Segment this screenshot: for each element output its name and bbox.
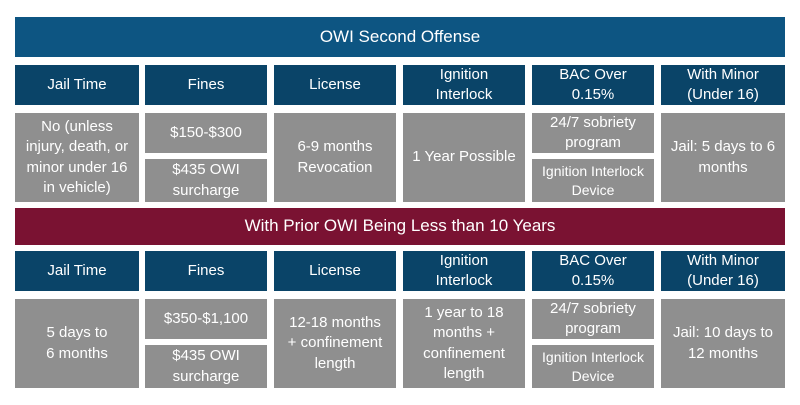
cell-with-minor: Jail: 10 days to 12 months — [661, 299, 785, 388]
cell-fines-range: $350-$1,100 — [145, 299, 267, 339]
header-with-minor: With Minor (Under 16) — [661, 251, 785, 291]
cell-jail-time: No (unless injury, death, or minor under… — [15, 113, 139, 202]
header-jail-time: Jail Time — [15, 251, 139, 291]
cell-ignition-interlock: 1 Year Possible — [403, 113, 525, 202]
cell-license: 12-18 months + confinement length — [274, 299, 396, 388]
cell-ignition-interlock: 1 year to 18 months + confinement length — [403, 299, 525, 388]
cell-bac-sobriety-program: 24/7 sobriety program — [532, 113, 654, 153]
cell-with-minor: Jail: 5 days to 6 months — [661, 113, 785, 202]
header-license: License — [274, 65, 396, 105]
cell-bac-interlock-device: Ignition Interlock Device — [532, 159, 654, 202]
header-ignition-interlock: Ignition Interlock — [403, 65, 525, 105]
header-ignition-interlock: Ignition Interlock — [403, 251, 525, 291]
cell-bac-sobriety-program: 24/7 sobriety program — [532, 299, 654, 339]
cell-fines-surcharge: $435 OWI surcharge — [145, 345, 267, 388]
header-fines: Fines — [145, 65, 267, 105]
header-fines: Fines — [145, 251, 267, 291]
cell-fines-surcharge: $435 OWI surcharge — [145, 159, 267, 202]
section-title-prior-owi: With Prior OWI Being Less than 10 Years — [15, 208, 785, 245]
section-title-second-offense: OWI Second Offense — [15, 17, 785, 57]
header-jail-time: Jail Time — [15, 65, 139, 105]
cell-fines-range: $150-$300 — [145, 113, 267, 153]
header-bac-over: BAC Over 0.15% — [532, 65, 654, 105]
header-with-minor: With Minor (Under 16) — [661, 65, 785, 105]
header-bac-over: BAC Over 0.15% — [532, 251, 654, 291]
cell-license: 6-9 months Revocation — [274, 113, 396, 202]
header-license: License — [274, 251, 396, 291]
cell-bac-interlock-device: Ignition Interlock Device — [532, 345, 654, 388]
cell-jail-time: 5 days to 6 months — [15, 299, 139, 388]
